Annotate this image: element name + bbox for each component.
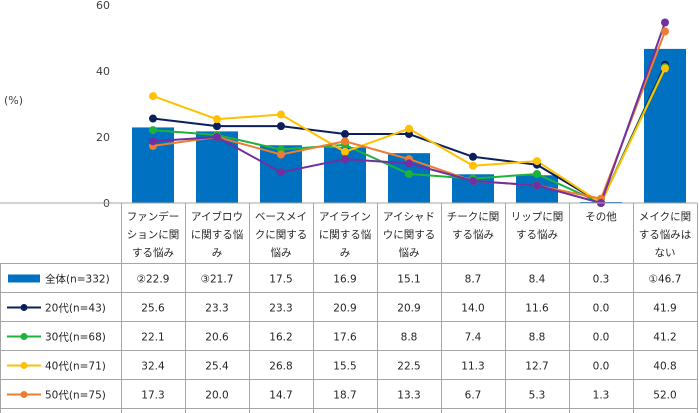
table-cell-value: 8.8 [401, 332, 418, 344]
data-point [341, 137, 349, 146]
table-cell-value: 41.9 [653, 303, 676, 315]
table-cell-value: 14.0 [461, 303, 484, 315]
table-cell-value: 15.5 [333, 361, 356, 373]
table-cell-value: 41.2 [653, 332, 676, 344]
table-cell-value: 13.3 [397, 390, 420, 402]
table-cell-value: 20.0 [205, 390, 228, 402]
table-cell-value: 20.9 [397, 303, 420, 315]
category-label: アイシャドウに関する悩み [383, 211, 436, 259]
data-point [341, 130, 349, 139]
table-cell-value: 8.8 [529, 332, 546, 344]
legend-swatch-marker [20, 333, 28, 340]
data-point [405, 159, 413, 168]
legend-swatch-marker [20, 362, 28, 369]
table-cell-value: 0.0 [593, 303, 610, 315]
data-point [341, 155, 349, 164]
category-label: ファンデーションに関する悩み [127, 210, 180, 259]
legend-label: 20代(n=43) [45, 303, 106, 315]
data-point [661, 64, 669, 73]
table-cell-value: 17.3 [141, 390, 164, 402]
data-point [661, 27, 669, 36]
table-cell-value: 0.0 [593, 332, 610, 344]
category-label: リップに関する悩み [511, 211, 564, 241]
data-point [469, 161, 477, 170]
legend-label: 40代(n=71) [45, 361, 106, 373]
category-label: チークに関する悩み [447, 211, 500, 241]
data-point [341, 147, 349, 156]
table-cell-value: 0.3 [593, 274, 610, 286]
table-cell-value: 8.4 [529, 274, 546, 286]
table-cell-value: 7.4 [465, 332, 482, 344]
data-point [405, 124, 413, 133]
bar [644, 48, 686, 203]
table-cell-value: ③21.7 [201, 274, 234, 286]
table-cell-value: 14.7 [269, 390, 292, 402]
data-point [661, 18, 669, 27]
table-cell-value: 17.5 [269, 274, 292, 286]
category-label: その他 [585, 210, 617, 223]
data-point [149, 126, 157, 135]
legend-swatch-marker [20, 304, 28, 311]
table-cell-value: 20.9 [333, 303, 356, 315]
table-cell-value: 40.8 [653, 361, 676, 373]
table-cell-value: 0.0 [593, 361, 610, 373]
table-cell-value: 22.1 [141, 332, 164, 344]
legend-label: 全体(n=332) [45, 273, 110, 286]
y-tick-label: 20 [96, 131, 110, 144]
data-point [277, 122, 285, 131]
data-point [533, 169, 541, 178]
table-cell-value: ①46.7 [649, 274, 682, 286]
table-cell-value: 20.6 [205, 332, 229, 344]
table-cell-value: 16.2 [269, 332, 292, 344]
data-point [277, 110, 285, 119]
data-point [213, 122, 221, 131]
table-cell-value: 25.6 [141, 303, 165, 315]
table-cell-value: 26.8 [269, 361, 292, 373]
table-cell-value: 18.7 [333, 390, 356, 402]
table-cell-value: 16.9 [333, 274, 356, 286]
y-axis-unit-label: (%) [4, 94, 23, 107]
table-cell-value: 32.4 [141, 361, 165, 373]
table-cell-value: 11.6 [525, 303, 549, 315]
data-point [405, 169, 413, 178]
legend-swatch-marker [20, 391, 28, 398]
table-cell-value: 22.5 [397, 361, 420, 373]
legend-swatch-bar [8, 274, 40, 283]
table-cell-value: 8.7 [465, 274, 482, 286]
table-cell-value: 25.4 [205, 361, 229, 373]
y-tick-label: 60 [96, 0, 110, 12]
data-point [533, 157, 541, 166]
table-cell-value: 5.3 [529, 390, 546, 402]
table-cell-value: 52.0 [653, 390, 676, 402]
data-point [469, 152, 477, 161]
table-cell-value: 23.3 [205, 303, 228, 315]
table-cell-value: 15.1 [397, 274, 420, 286]
table-cell-value: ②22.9 [137, 274, 170, 286]
data-point [213, 133, 221, 141]
y-tick-label: 40 [96, 65, 110, 78]
table-cell-value: 6.7 [465, 390, 482, 402]
bar [196, 131, 238, 203]
table-cell-value: 23.3 [269, 303, 292, 315]
category-label: ベースメイクに関する悩み [255, 211, 308, 259]
data-point [277, 150, 285, 159]
category-label: メイクに関する悩みはない [639, 211, 692, 259]
legend-label: 30代(n=68) [45, 332, 106, 344]
data-point [533, 181, 541, 190]
data-point [469, 176, 477, 185]
data-point [277, 168, 285, 177]
table-cell-value: 17.6 [333, 332, 357, 344]
category-label: アイブロウに関する悩み [191, 210, 244, 259]
data-point [149, 137, 157, 146]
category-label: アイラインに関する悩み [319, 211, 372, 259]
table-cell-value: 1.3 [593, 390, 610, 402]
data-point [213, 115, 221, 124]
data-point [149, 114, 157, 123]
table-cell-value: 11.3 [461, 361, 484, 373]
legend-label: 50代(n=75) [45, 390, 106, 402]
data-point [149, 92, 157, 101]
table-cell-value: 12.7 [525, 361, 548, 373]
